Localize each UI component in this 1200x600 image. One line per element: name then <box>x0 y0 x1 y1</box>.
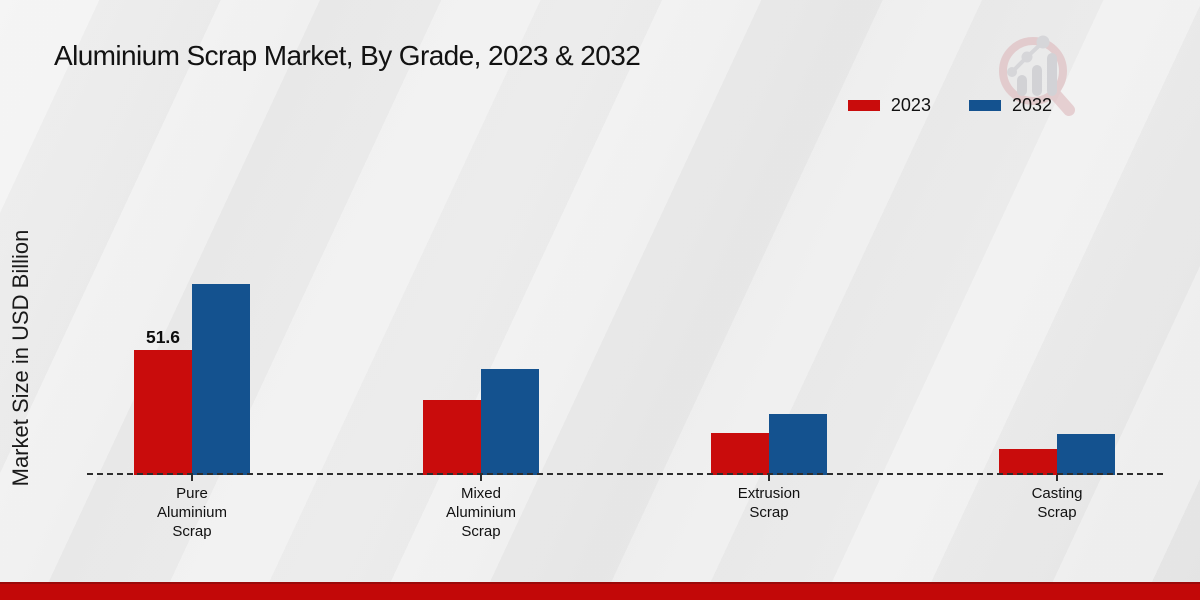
bar-2032-pure-aluminium-scrap <box>192 284 250 475</box>
x-axis-tick <box>191 475 193 481</box>
bar-2032-mixed-aluminium-scrap <box>481 369 539 475</box>
category-label-pure-aluminium-scrap: Pure Aluminium Scrap <box>156 485 228 540</box>
x-axis-dashed-baseline <box>87 473 1163 475</box>
category-label-mixed-aluminium-scrap: Mixed Aluminium Scrap <box>445 485 517 540</box>
legend-swatch-2032 <box>968 100 1001 111</box>
bottom-red-strip <box>0 582 1200 600</box>
magnifier-growth-logo-icon <box>999 35 1075 116</box>
bar-2032-extrusion-scrap <box>769 414 827 475</box>
bar-2023-mixed-aluminium-scrap <box>423 400 481 475</box>
chart-legend: 2023 2032 <box>847 95 1052 116</box>
category-label-casting-scrap: Casting Scrap <box>1031 485 1083 521</box>
bar-2032-casting-scrap <box>1057 434 1115 475</box>
category-label-extrusion-scrap: Extrusion Scrap <box>737 485 801 521</box>
legend-item-2032: 2032 <box>968 95 1052 116</box>
legend-label-2032: 2032 <box>1011 95 1052 115</box>
chart-title: Aluminium Scrap Market, By Grade, 2023 &… <box>54 40 641 71</box>
legend-label-2023: 2023 <box>890 95 931 115</box>
x-axis-tick <box>1056 475 1058 481</box>
x-axis-tick <box>768 475 770 481</box>
x-axis-tick <box>480 475 482 481</box>
bar-value-label: 51.6 <box>145 327 181 347</box>
bar-2023-casting-scrap <box>999 449 1057 475</box>
legend-swatch-2023 <box>847 100 880 111</box>
bar-2023-extrusion-scrap <box>711 433 769 475</box>
bar-2023-pure-aluminium-scrap <box>134 350 192 475</box>
legend-item-2023: 2023 <box>847 95 931 116</box>
